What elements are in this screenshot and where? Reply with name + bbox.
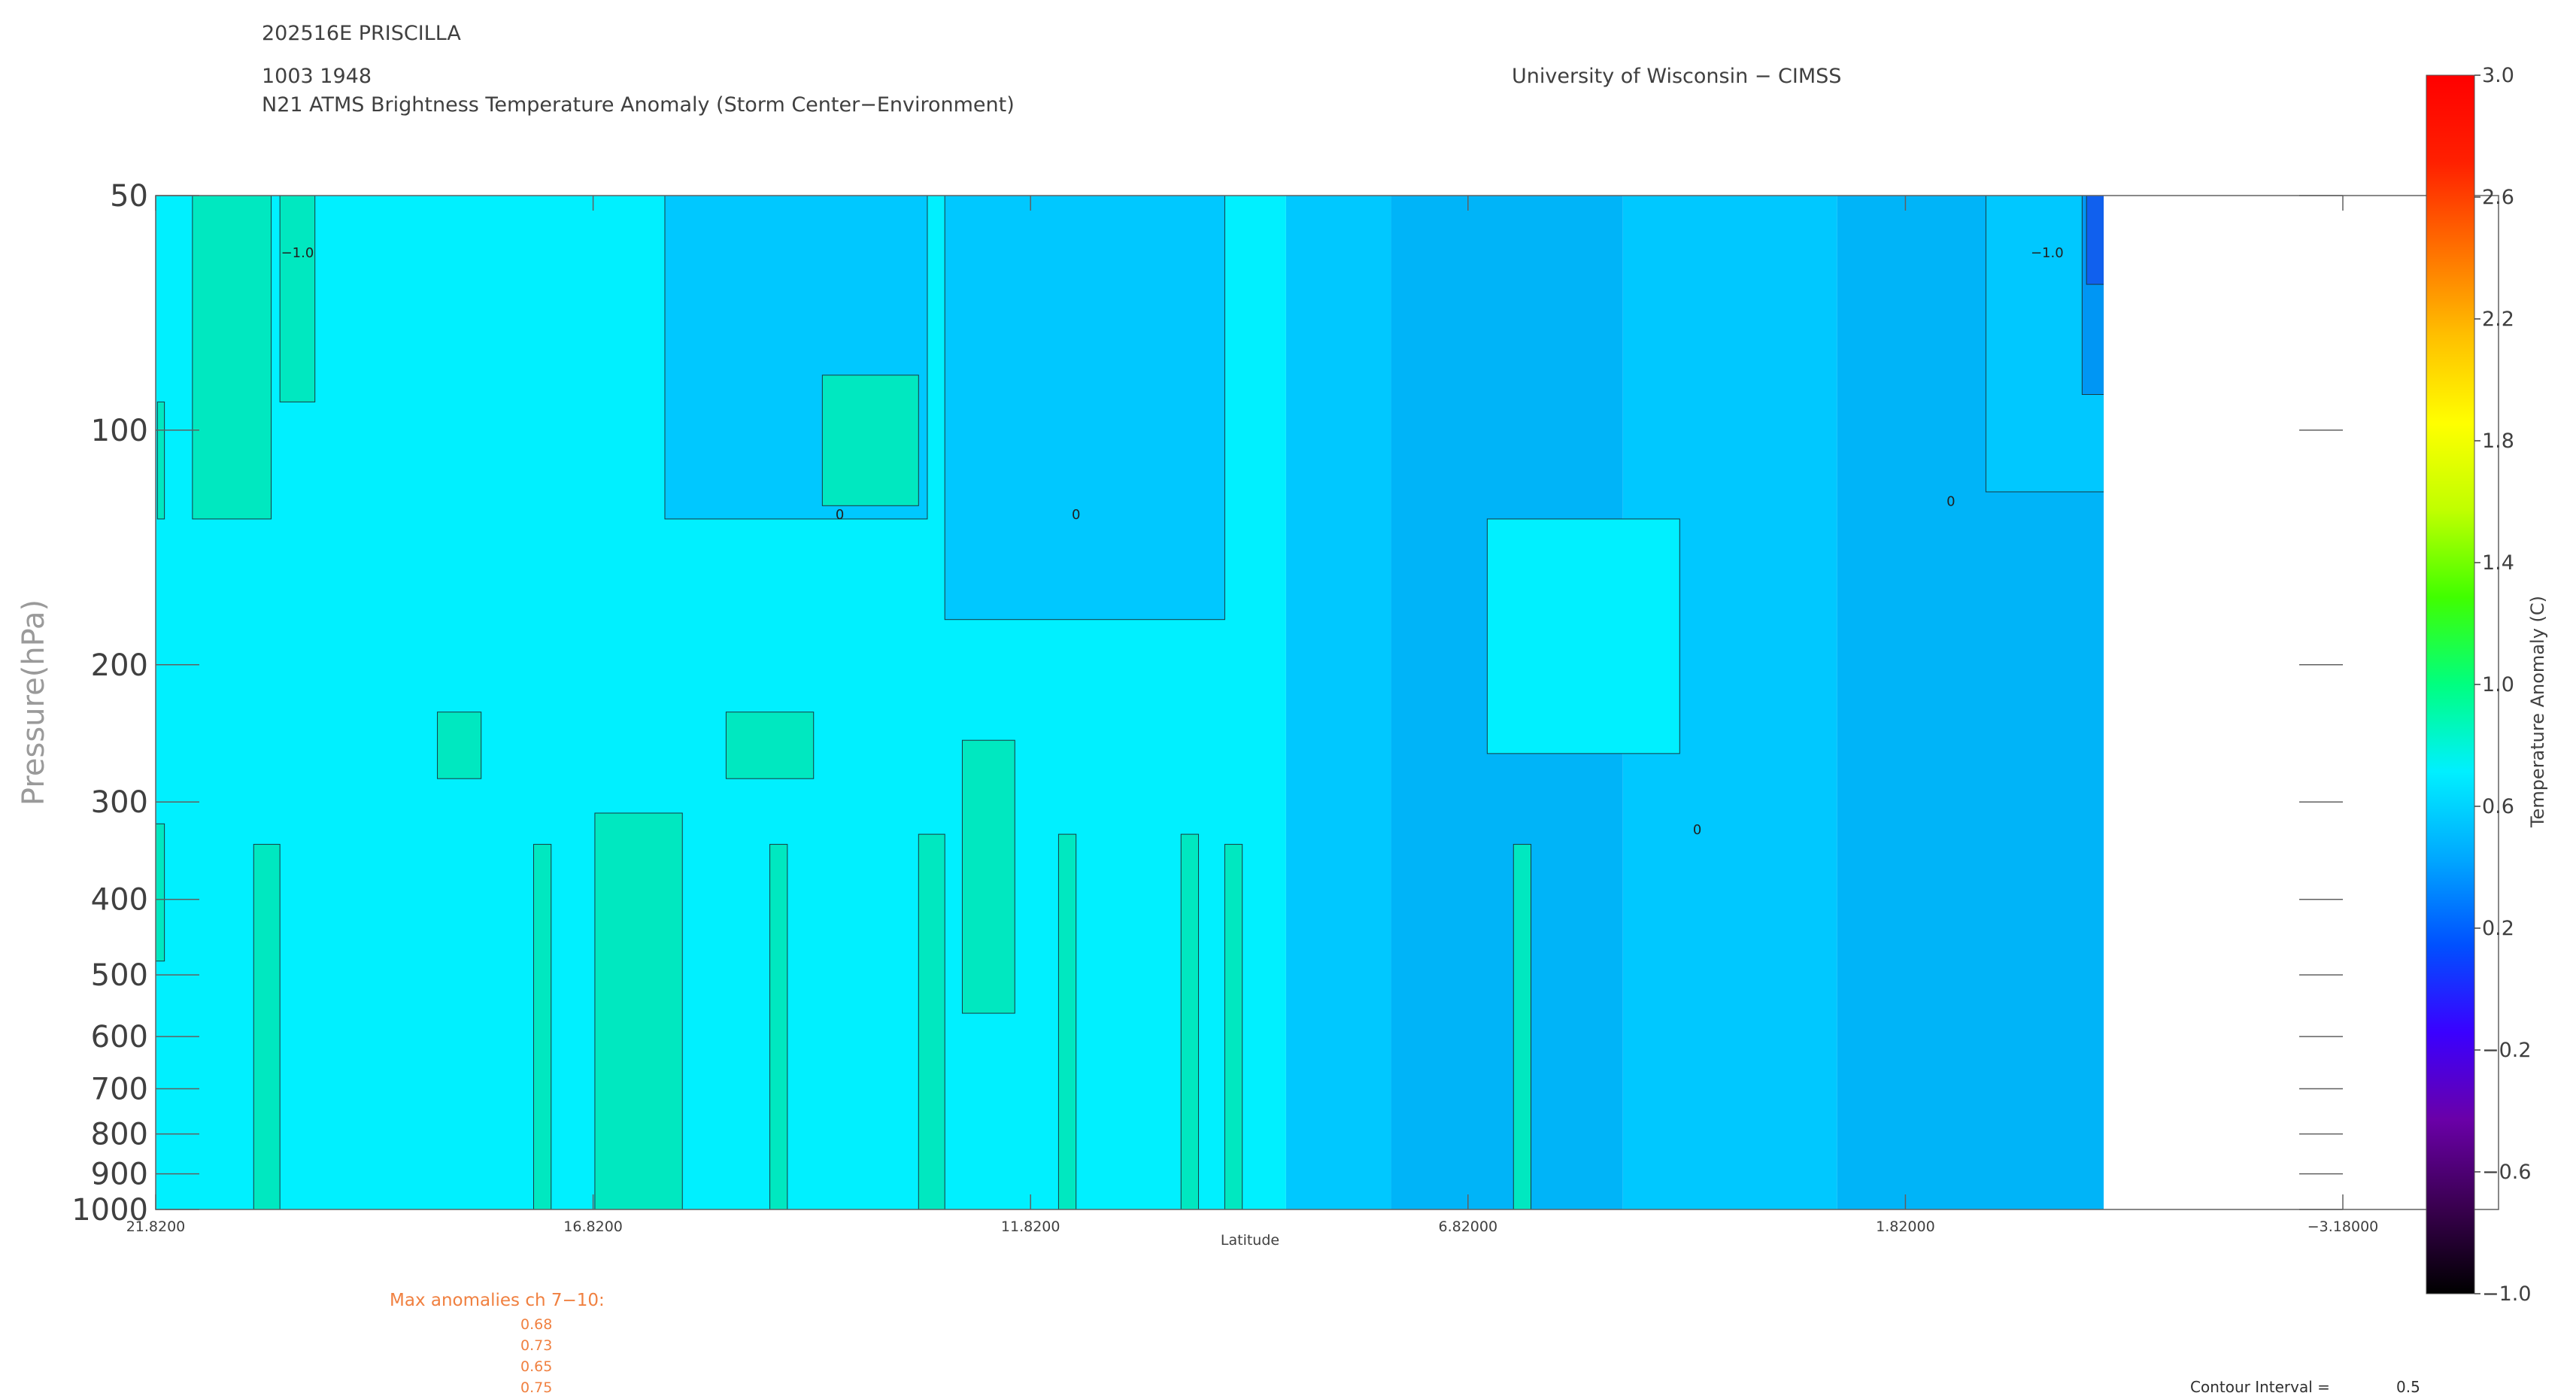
colorbar-tick-label: 2.6 bbox=[2482, 186, 2514, 209]
anomaly-region bbox=[769, 844, 788, 1209]
anomaly-region bbox=[192, 196, 272, 520]
y-tick-label: 1000 bbox=[71, 1193, 148, 1228]
y-tick-label: 50 bbox=[110, 179, 148, 214]
anomaly-region bbox=[1180, 833, 1200, 1209]
x-tick-label: −3.18000 bbox=[2307, 1218, 2379, 1235]
colorbar-tick-label: −0.6 bbox=[2482, 1161, 2532, 1184]
colorbar-tick-label: −1.0 bbox=[2482, 1282, 2532, 1306]
colorbar-tick-label: 1.0 bbox=[2482, 673, 2514, 696]
storm-id: 202516E PRISCILLA bbox=[262, 22, 461, 45]
contour-interval-label: Contour Interval = bbox=[2190, 1378, 2330, 1396]
y-axis-title: Pressure(hPa) bbox=[17, 599, 51, 806]
max-anomaly-ch7: 0.68 bbox=[520, 1316, 553, 1333]
x-tick-label: 11.8200 bbox=[1001, 1218, 1060, 1235]
colorbar-tick-label: 2.2 bbox=[2482, 308, 2514, 331]
x-tick-label: 6.82000 bbox=[1439, 1218, 1498, 1235]
anomaly-region bbox=[944, 196, 1225, 621]
max-anomaly-ch10: 0.75 bbox=[520, 1379, 553, 1396]
y-tick-label: 500 bbox=[91, 958, 148, 993]
anomaly-region bbox=[1224, 844, 1243, 1209]
anomaly-region bbox=[253, 844, 281, 1209]
contour-interval-value: 0.5 bbox=[2396, 1378, 2420, 1396]
observation-datetime: 1003 1948 bbox=[262, 65, 372, 88]
colorbar-tick-label: 3.0 bbox=[2482, 64, 2514, 87]
anomaly-region bbox=[821, 375, 919, 506]
max-anomaly-ch8: 0.73 bbox=[520, 1337, 553, 1354]
anomaly-region bbox=[918, 833, 945, 1209]
colorbar-tick-label: 1.8 bbox=[2482, 429, 2514, 453]
colorbar-tick-label: 0.6 bbox=[2482, 795, 2514, 818]
y-tick-label: 600 bbox=[91, 1020, 148, 1055]
anomaly-region bbox=[594, 812, 683, 1209]
anomaly-region bbox=[1285, 196, 1391, 1209]
colorbar-tick-label: 1.4 bbox=[2482, 551, 2514, 575]
y-tick-label: 100 bbox=[91, 414, 148, 448]
y-tick-label: 700 bbox=[91, 1073, 148, 1107]
contour-label: 0 bbox=[1693, 822, 1701, 838]
y-tick-label: 400 bbox=[91, 883, 148, 918]
anomaly-region bbox=[2086, 196, 2104, 285]
x-tick-label: 21.8200 bbox=[126, 1218, 186, 1235]
y-tick-label: 300 bbox=[91, 785, 148, 820]
x-tick-label: 16.8200 bbox=[563, 1218, 623, 1235]
anomaly-region bbox=[156, 823, 165, 962]
y-tick-label: 200 bbox=[91, 648, 148, 683]
y-tick-label: 800 bbox=[91, 1118, 148, 1152]
colorbar bbox=[2426, 74, 2475, 1294]
anomaly-region bbox=[156, 401, 165, 520]
anomaly-region bbox=[1486, 518, 1680, 754]
plot-frame bbox=[155, 195, 2499, 1210]
max-anomalies-label: Max anomalies ch 7−10: bbox=[390, 1291, 605, 1310]
anomaly-region bbox=[1057, 833, 1077, 1209]
anomaly-region bbox=[725, 712, 815, 779]
anomaly-region bbox=[279, 196, 316, 402]
y-tick-label: 900 bbox=[91, 1158, 148, 1192]
anomaly-region bbox=[533, 844, 552, 1209]
colorbar-title: Temperature Anomaly (C) bbox=[2527, 596, 2548, 828]
anomaly-region bbox=[1513, 844, 1532, 1209]
contour-label: 0 bbox=[1946, 493, 1955, 509]
anomaly-region bbox=[437, 712, 482, 779]
colorbar-tick-label: −0.2 bbox=[2482, 1039, 2532, 1062]
max-anomaly-ch9: 0.65 bbox=[520, 1358, 553, 1375]
institution-label: University of Wisconsin − CIMSS bbox=[1512, 65, 1842, 88]
contour-label: 0 bbox=[1072, 507, 1080, 523]
contour-label: −1.0 bbox=[2031, 245, 2064, 261]
x-tick-label: 1.82000 bbox=[1876, 1218, 1935, 1235]
colorbar-tick-label: 0.2 bbox=[2482, 917, 2514, 940]
x-axis-title: Latitude bbox=[1221, 1232, 1279, 1249]
contour-label: −1.0 bbox=[281, 245, 314, 261]
chart-title: N21 ATMS Brightness Temperature Anomaly … bbox=[262, 93, 1015, 117]
anomaly-region bbox=[961, 739, 1015, 1014]
contour-label: 0 bbox=[836, 507, 844, 523]
